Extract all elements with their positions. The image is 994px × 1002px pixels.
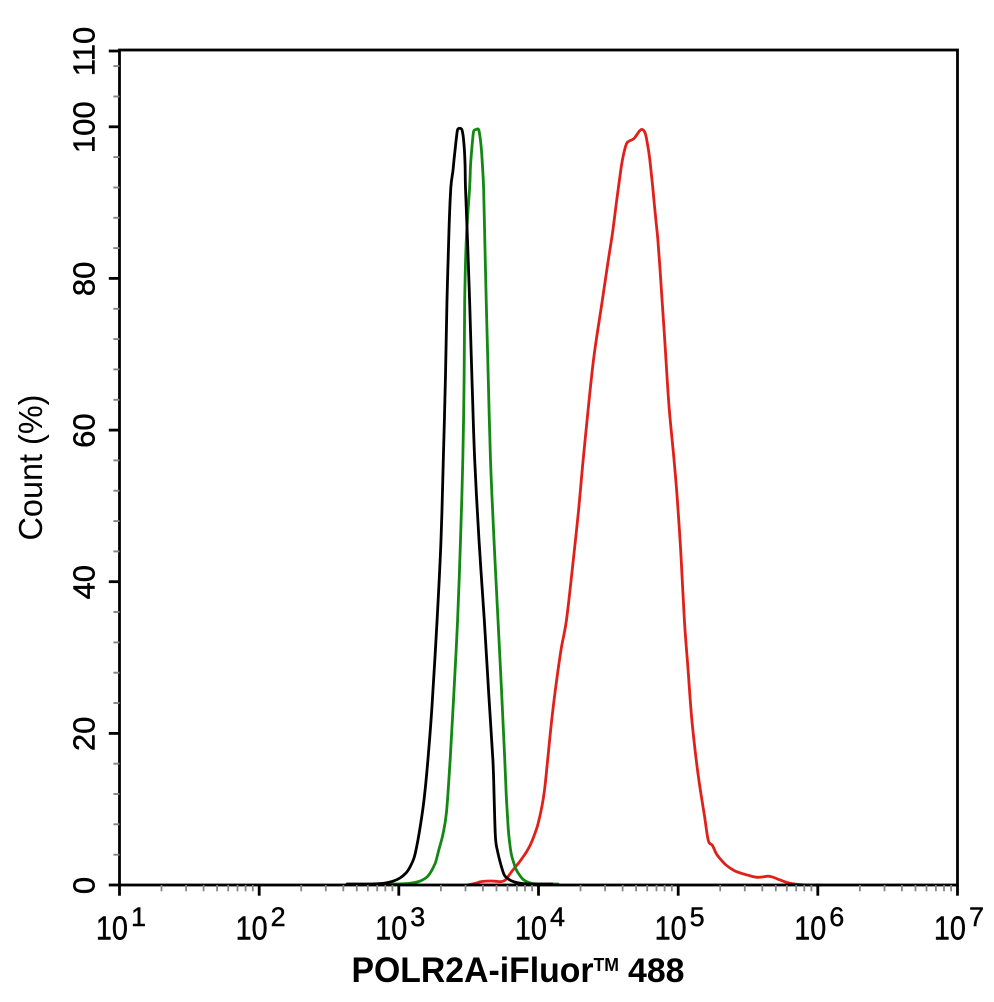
svg-text:TM: TM <box>594 954 620 975</box>
svg-text:7: 7 <box>969 902 984 932</box>
svg-text:10: 10 <box>794 910 826 947</box>
svg-text:10: 10 <box>375 910 407 947</box>
svg-text:3: 3 <box>410 902 425 932</box>
svg-text:10: 10 <box>934 910 966 947</box>
svg-text:60: 60 <box>67 413 102 447</box>
svg-text:4: 4 <box>550 902 565 932</box>
svg-text:0: 0 <box>67 877 102 894</box>
svg-text:6: 6 <box>829 902 844 932</box>
svg-text:20: 20 <box>67 717 102 751</box>
svg-text:10: 10 <box>655 910 687 947</box>
svg-text:488: 488 <box>628 952 685 990</box>
svg-text:Count (%): Count (%) <box>13 395 50 541</box>
svg-text:110: 110 <box>67 27 102 76</box>
svg-text:40: 40 <box>67 565 102 599</box>
svg-text:100: 100 <box>67 101 102 153</box>
svg-text:10: 10 <box>515 910 547 947</box>
svg-text:2: 2 <box>271 902 286 932</box>
svg-text:5: 5 <box>690 902 705 932</box>
svg-text:80: 80 <box>67 262 102 296</box>
svg-text:POLR2A-iFluor: POLR2A-iFluor <box>352 950 594 990</box>
svg-text:1: 1 <box>131 902 146 932</box>
svg-text:10: 10 <box>96 910 128 947</box>
svg-text:10: 10 <box>236 910 268 947</box>
